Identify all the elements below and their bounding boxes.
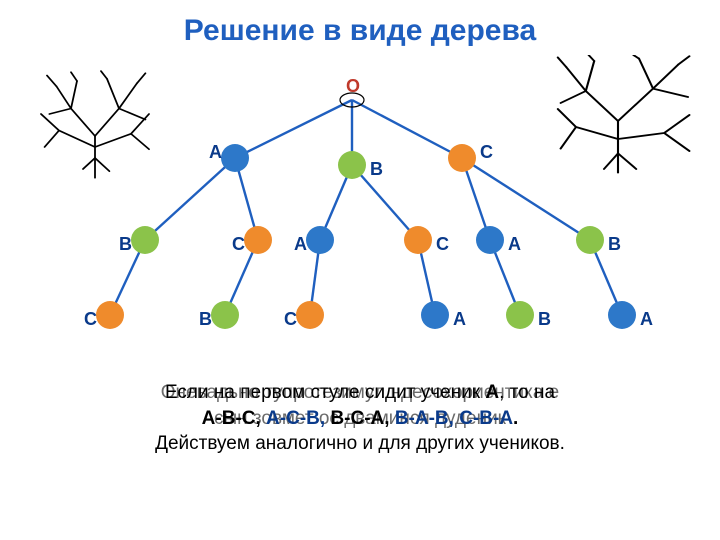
sequence-item: В-С-А,	[330, 408, 394, 429]
page-title: Решение в виде дерева	[0, 14, 720, 48]
para-line1b: А	[485, 382, 499, 403]
node-label: А	[294, 234, 307, 255]
node-label: С	[284, 309, 297, 330]
node-label: В	[199, 309, 212, 330]
node-label: А	[640, 309, 653, 330]
tree-diagram	[0, 80, 720, 340]
sequence-item: С-В-А	[459, 408, 513, 429]
para-line1a: Если на первом стуле сидит ученик	[165, 382, 485, 403]
sequence-item: А-С-В,	[266, 408, 330, 429]
node-label: А	[508, 234, 521, 255]
node-label: С	[480, 142, 493, 163]
sequence-item: В-А-В,	[395, 408, 459, 429]
node-label: С	[436, 234, 449, 255]
para-line3: Действуем аналогично и для других ученик…	[155, 433, 565, 454]
root-label: О	[346, 76, 360, 97]
sequence-line: А-В-С, А-С-В, В-С-А, В-А-В, С-В-А.	[202, 408, 519, 429]
node-label: В	[370, 159, 383, 180]
sequence-item: .	[513, 408, 518, 429]
node-label: С	[84, 309, 97, 330]
paragraph: Если на первом стуле сидит ученик А, то …	[60, 380, 660, 457]
node-label: А	[453, 309, 466, 330]
node-label: В	[538, 309, 551, 330]
page: Решение в виде дерева Оневадьно тупротез…	[0, 0, 720, 540]
node-label: С	[232, 234, 245, 255]
node-label: В	[608, 234, 621, 255]
sequence-item: А-В-С,	[202, 408, 266, 429]
node-label: А	[209, 142, 222, 163]
node-label: В	[119, 234, 132, 255]
para-line1c: , то на	[499, 382, 555, 403]
